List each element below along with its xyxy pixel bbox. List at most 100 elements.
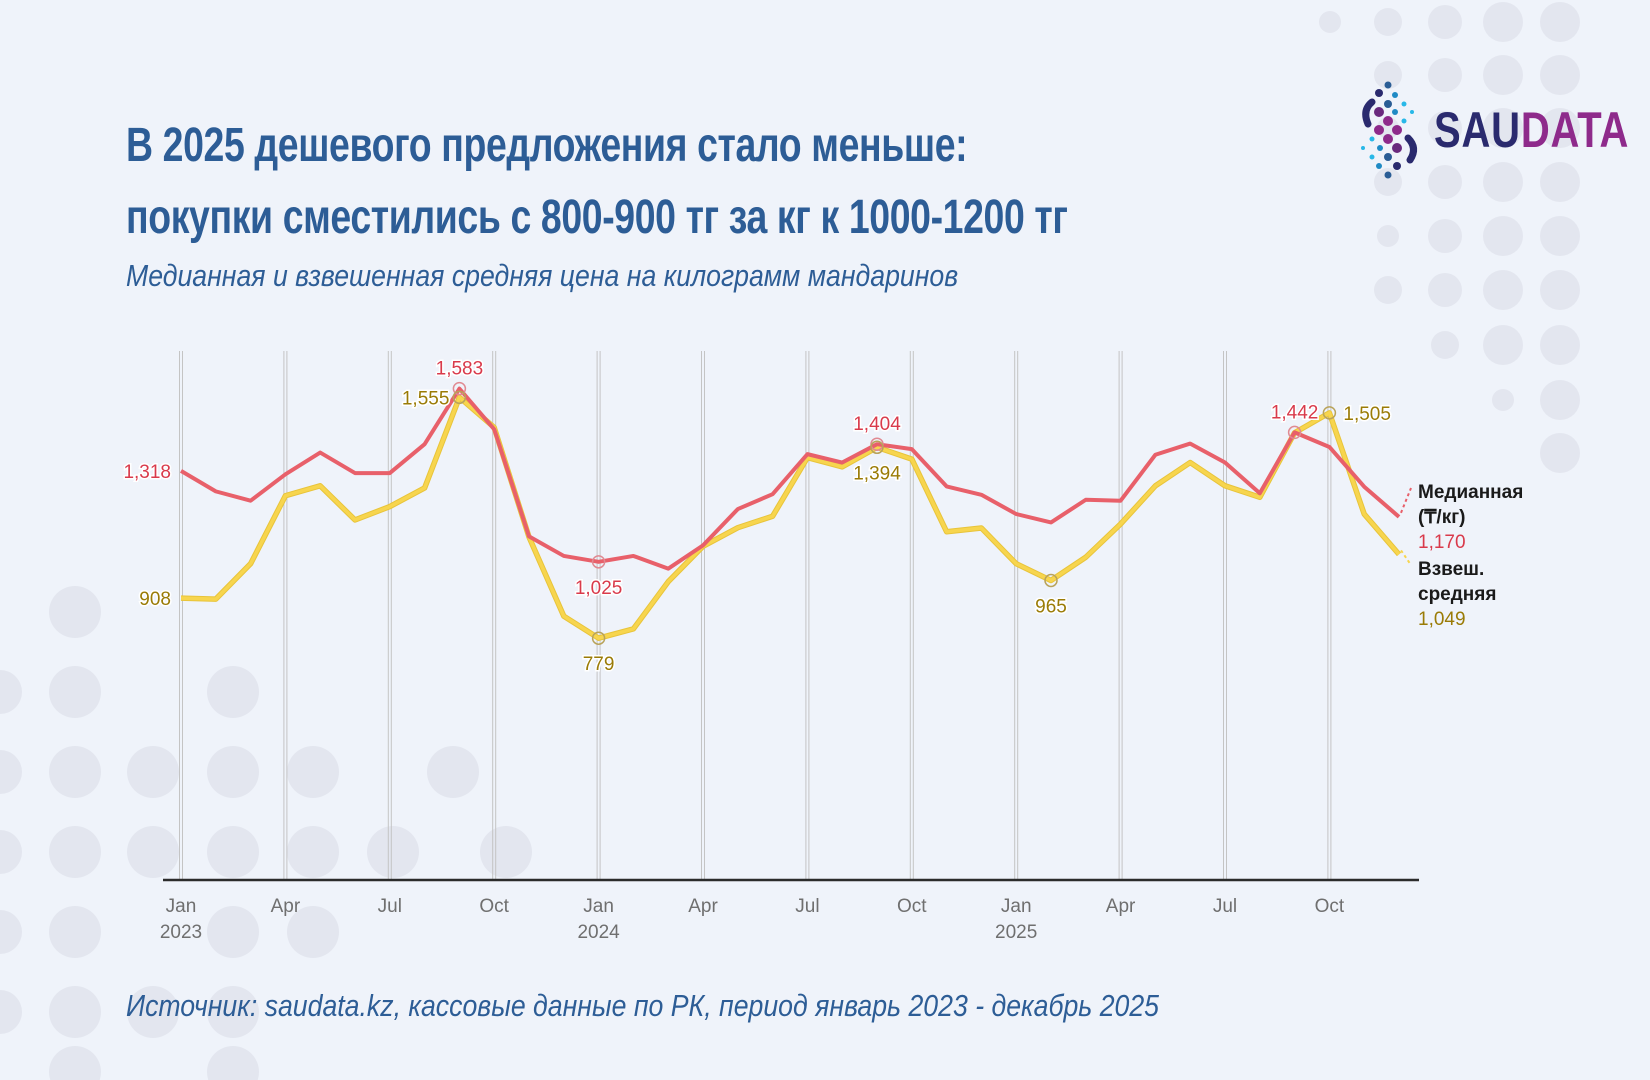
x-tick-month: Jan [583, 896, 614, 917]
background-dot [1374, 61, 1402, 89]
background-dot [1374, 276, 1402, 304]
background-dot [127, 826, 179, 878]
series-line-median [179, 386, 1401, 571]
data-point-marker [1287, 425, 1302, 440]
background-dot [49, 826, 101, 878]
background-dot [0, 670, 22, 714]
data-point-marker [452, 381, 467, 396]
background-dot [287, 746, 339, 798]
background-dot [207, 666, 259, 718]
x-tick-month: Jul [795, 896, 819, 917]
logo-text-sau: SAU [1434, 102, 1521, 158]
logo-dots-icon [1361, 81, 1417, 179]
x-tick-month: Jul [378, 896, 402, 917]
background-dot [1540, 325, 1580, 365]
background-dot [207, 746, 259, 798]
background-dot [1428, 165, 1462, 199]
x-tick-month: Apr [1106, 896, 1136, 917]
data-labels: 1,318 1,583 1,025 1,404 1,442 908 1,555 779 1,39… [122, 357, 1392, 677]
data-label: 965 [1035, 596, 1067, 617]
background-dot [1483, 108, 1523, 148]
data-label: 1,555 [402, 388, 450, 409]
background-dot [49, 666, 101, 718]
background-dot [1428, 273, 1462, 307]
x-tick-year: 2024 [577, 922, 620, 943]
x-tick-month: Jul [1213, 896, 1237, 917]
data-label: 1,025 [575, 578, 623, 599]
series-line-weighted [180, 395, 1401, 640]
x-tick-month: Oct [897, 896, 927, 917]
background-dot [207, 826, 259, 878]
legend-connector [1400, 549, 1412, 566]
background-dot [1428, 58, 1462, 92]
background-dot [0, 990, 22, 1034]
x-tick-month: Jan [1001, 896, 1032, 917]
legend-end-value: 1,170 [1418, 532, 1466, 553]
data-label: 1,442 [1271, 402, 1319, 423]
background-dot [1374, 168, 1402, 196]
background-dot [207, 906, 259, 958]
data-point-marker [452, 390, 467, 405]
background-dot [1483, 55, 1523, 95]
background-dot [287, 906, 339, 958]
background-dot [49, 986, 101, 1038]
background-dot [1540, 2, 1580, 42]
data-label: 908 [139, 589, 171, 610]
legend: Медианная (₸/кг) 1,170 Взвеш. средняя 1,049 [1400, 482, 1523, 630]
title-line-2: покупки сместились с 800-900 тг за кг к … [126, 191, 1068, 244]
data-label: 1,505 [1343, 404, 1391, 425]
background-dot [1483, 2, 1523, 42]
title-line-1: В 2025 дешевого предложения стало меньше… [126, 119, 968, 172]
background-dot [1483, 325, 1523, 365]
x-tick-labels: Jan 2023 Apr Jul Oct Jan 2024 Apr Jul Oct Jan 2025 A… [160, 896, 1345, 943]
background-dot [1431, 331, 1459, 359]
background-dot [1483, 270, 1523, 310]
saudata-logo: SAUDATA [1360, 80, 1650, 180]
legend-connector [1400, 487, 1412, 514]
data-label: 1,394 [853, 463, 901, 484]
x-tick-month: Apr [271, 896, 301, 917]
data-point-marker [1044, 573, 1058, 588]
logo-text-data: DATA [1520, 102, 1630, 158]
x-tick-month: Oct [1315, 896, 1345, 917]
data-label: 1,318 [123, 462, 171, 483]
x-tick-year: 2025 [995, 922, 1037, 943]
background-dot [1483, 162, 1523, 202]
data-point-marker [1322, 406, 1337, 420]
x-tick-month: Oct [479, 896, 509, 917]
data-point-marker [870, 437, 884, 451]
background-dot [49, 586, 101, 638]
background-dot [127, 746, 179, 798]
x-tick-month: Jan [166, 896, 197, 917]
background-dot [49, 906, 101, 958]
background-dot [1428, 111, 1462, 145]
background-dot [1483, 216, 1523, 256]
background-dot [287, 826, 339, 878]
background-dot [1492, 389, 1514, 411]
background-dot [367, 826, 419, 878]
data-label: 779 [583, 654, 615, 675]
series-lines [179, 386, 1402, 641]
legend-series-name: (₸/кг) [1418, 507, 1465, 528]
background-dot [1540, 270, 1580, 310]
background-dot [207, 986, 259, 1038]
legend-series-name: средняя [1418, 584, 1496, 605]
background-dot [207, 1046, 259, 1080]
background-dot [1540, 108, 1580, 148]
subtitle: Медианная и взвешенная средняя цена на к… [126, 258, 959, 293]
background-dot [0, 910, 22, 954]
background-dot [49, 746, 101, 798]
data-label: 1,583 [436, 359, 484, 380]
background-dot [1540, 55, 1580, 95]
x-tick-year: 2023 [160, 922, 202, 943]
background-dot [1540, 380, 1580, 420]
background-dot [427, 746, 479, 798]
gridlines [179, 351, 1332, 880]
background-dot [1319, 11, 1341, 33]
background-dot [127, 986, 179, 1038]
data-point-marker [591, 555, 606, 569]
background-dot [1540, 433, 1580, 473]
background-dot [1428, 219, 1462, 253]
